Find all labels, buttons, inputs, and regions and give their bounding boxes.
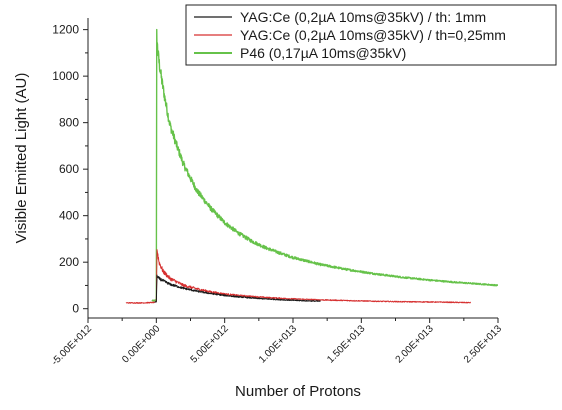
legend-box bbox=[185, 4, 557, 66]
series-line-1 bbox=[154, 274, 321, 303]
legend: YAG:Ce (0,2µA 10ms@35kV) / th: 1mm YAG:Ce… bbox=[185, 4, 557, 66]
x-tick-label: 0.00E+000 bbox=[120, 323, 162, 365]
x-tick-label: -5.00E+012 bbox=[50, 323, 95, 368]
series-line-2 bbox=[125, 249, 472, 304]
y-tick-label: 400 bbox=[59, 209, 79, 223]
y-tick-label: 1000 bbox=[52, 69, 79, 83]
y-tick-label: 200 bbox=[59, 255, 79, 269]
y-tick-label: 1200 bbox=[52, 23, 79, 37]
x-tick-label: 1.00E+013 bbox=[257, 323, 299, 365]
series-line-3 bbox=[151, 28, 498, 302]
y-tick-label: 0 bbox=[72, 302, 79, 316]
axes-layer: 0 200 400 600 800 1000 1200 -5.00E+012 0.00E+000… bbox=[50, 18, 504, 368]
x-tick-label: 2.50E+013 bbox=[462, 323, 504, 365]
x-tick-label: 1.50E+013 bbox=[325, 323, 367, 365]
legend-label-1: YAG:Ce (0,2µA 10ms@35kV) / th: 1mm bbox=[240, 9, 486, 25]
series-layer bbox=[125, 28, 498, 304]
x-tick-label: 2.00E+013 bbox=[394, 323, 436, 365]
y-tick-label: 800 bbox=[59, 116, 79, 130]
x-tick-label: 5.00E+012 bbox=[189, 323, 231, 365]
y-axis-label: Visible Emitted Light (AU) bbox=[13, 73, 30, 244]
y-tick-label: 600 bbox=[59, 162, 79, 176]
legend-label-3: P46 (0,17µA 10ms@35kV) bbox=[240, 45, 406, 61]
x-axis-label: Number of Protons bbox=[235, 383, 361, 400]
legend-label-2: YAG:Ce (0,2µA 10ms@35kV) / th=0,25mm bbox=[240, 27, 506, 43]
